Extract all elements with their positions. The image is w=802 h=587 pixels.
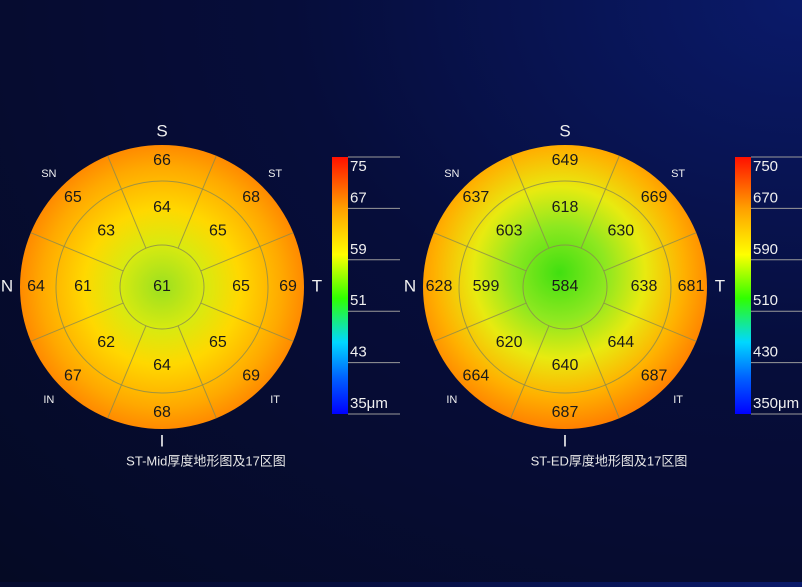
direction-label: IN [43,394,54,406]
zone-ring [522,244,608,330]
scale-label: 590 [753,241,778,258]
direction-label: I [160,431,165,450]
zone-value: 65 [209,222,227,239]
zone-divider [603,302,697,342]
zone-value: 644 [608,334,635,351]
scale-label: 510 [753,292,778,309]
scale-label: 35μm [350,395,388,412]
zone-value: 603 [496,222,523,239]
zone-value: 620 [496,334,523,351]
zone-value: 68 [153,404,171,421]
zone-value: 599 [473,278,500,295]
direction-label: T [312,276,322,295]
color-scale [332,157,348,414]
direction-label: I [563,431,568,450]
zone-divider [200,302,294,342]
zone-value: 65 [232,278,250,295]
zone-value: 64 [27,278,45,295]
map-title: ST-ED厚度地形图及17区图 [531,453,688,468]
direction-label: SN [41,168,56,180]
zone-value: 640 [552,357,579,374]
direction-label: N [1,276,13,295]
scale-label: 670 [753,189,778,206]
zone-value: 61 [74,278,92,295]
direction-label: T [715,276,725,295]
direction-label: SN [444,168,459,180]
zone-value: 62 [97,334,115,351]
color-scale [735,157,751,414]
zone-value: 649 [552,152,579,169]
direction-label: IN [446,394,457,406]
zone-value: 64 [153,357,171,374]
zone-value: 669 [641,189,668,206]
direction-label: IT [270,394,280,406]
zone-ring [119,244,205,330]
scale-label: 75 [350,158,367,175]
direction-label: ST [268,168,282,180]
zone-value: 61 [153,278,171,295]
heat-map [20,145,304,429]
scale-label: 430 [753,344,778,361]
zone-value: 66 [153,152,171,169]
scale-label: 350μm [753,395,799,412]
zone-value: 628 [426,278,453,295]
zone-value: 65 [209,334,227,351]
zone-ring [458,180,672,394]
zone-divider [510,155,550,249]
heat-map [423,145,707,429]
direction-label: S [559,121,570,140]
zone-value: 65 [64,189,82,206]
zone-divider [107,325,147,419]
zone-value: 68 [242,189,260,206]
zone-divider [580,325,620,419]
scale-label: 59 [350,241,367,258]
zone-value: 64 [153,199,171,216]
zone-value: 584 [552,278,579,295]
direction-label: N [404,276,416,295]
zone-divider [177,325,217,419]
zone-divider [580,155,620,249]
zone-value: 69 [242,367,260,384]
map-title: ST-Mid厚度地形图及17区图 [126,453,286,468]
zone-value: 67 [64,367,82,384]
scale-label: 750 [753,158,778,175]
zone-value: 63 [97,222,115,239]
zone-divider [433,302,527,342]
zone-value: 681 [678,278,705,295]
zone-value: 637 [463,189,490,206]
zone-divider [603,232,697,272]
zone-divider [177,155,217,249]
zone-divider [510,325,550,419]
scale-label: 67 [350,189,367,206]
zone-value: 687 [641,367,668,384]
zone-divider [30,302,124,342]
zone-value: 69 [279,278,297,295]
zone-divider [200,232,294,272]
zone-divider [433,232,527,272]
scale-label: 51 [350,292,367,309]
zone-value: 687 [552,404,579,421]
zone-value: 618 [552,199,579,216]
zone-value: 664 [463,367,490,384]
direction-label: ST [671,168,685,180]
direction-label: S [156,121,167,140]
zone-divider [107,155,147,249]
direction-label: IT [673,394,683,406]
zone-value: 638 [631,278,658,295]
zone-divider [30,232,124,272]
zone-value: 630 [608,222,635,239]
scale-label: 43 [350,344,367,361]
zone-ring [55,180,269,394]
